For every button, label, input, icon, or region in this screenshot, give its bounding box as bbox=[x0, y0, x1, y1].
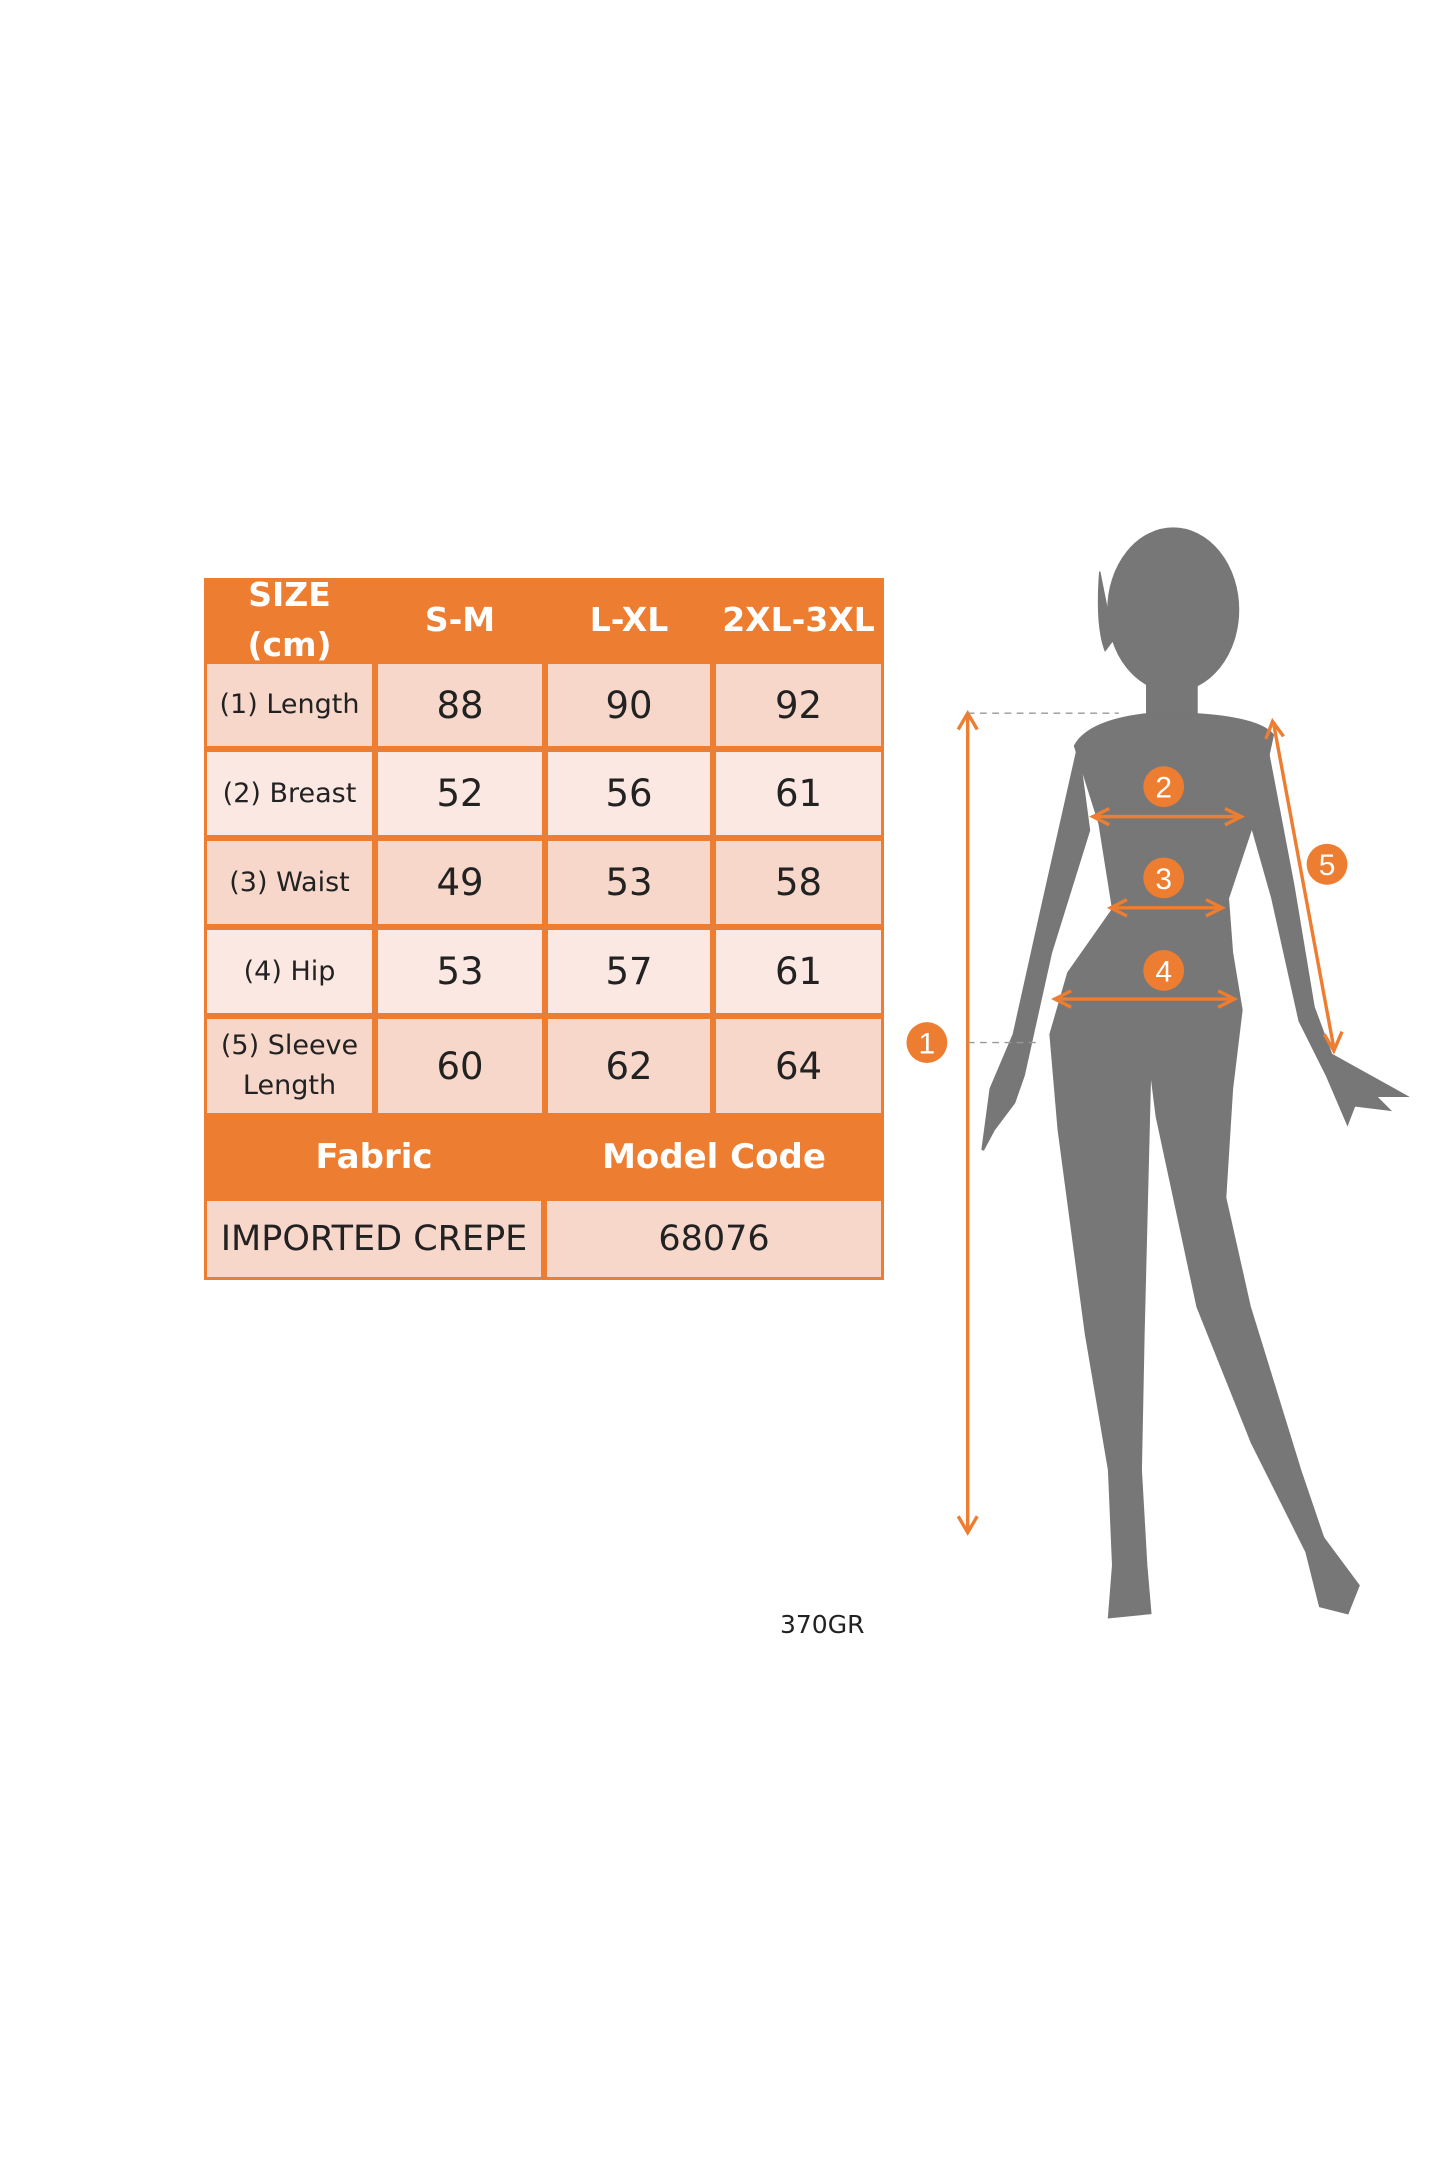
size-value: 56 bbox=[545, 749, 713, 838]
measurement-arrows bbox=[956, 709, 1344, 1536]
guide-lines bbox=[967, 712, 1119, 1044]
row-label: (2) Breast bbox=[204, 749, 375, 838]
size-value: 92 bbox=[713, 661, 884, 749]
row-label: (1) Length bbox=[204, 661, 375, 749]
table-row: (4) Hip 53 57 61 bbox=[204, 927, 884, 1016]
size-value: 58 bbox=[713, 838, 884, 927]
marker-label-3: 3 bbox=[1155, 863, 1172, 896]
table-header-row: SIZE (cm) S-M L-XL 2XL-3XL bbox=[204, 574, 884, 664]
marker-label-2: 2 bbox=[1155, 772, 1172, 805]
size-value: 88 bbox=[375, 661, 545, 749]
size-value: 64 bbox=[713, 1016, 884, 1116]
model-code-value: 68076 bbox=[544, 1198, 884, 1280]
marker-label-1: 1 bbox=[919, 1027, 936, 1060]
model-code-header: Model Code bbox=[602, 1137, 826, 1177]
header-s-m: S-M bbox=[424, 599, 496, 639]
row-label: (3) Waist bbox=[204, 838, 375, 927]
marker-label-5: 5 bbox=[1319, 849, 1336, 882]
info-value-row: IMPORTED CREPE 68076 bbox=[204, 1198, 884, 1280]
info-header-row: Fabric Model Code bbox=[204, 1116, 884, 1198]
size-value: 61 bbox=[713, 749, 884, 838]
size-value: 53 bbox=[375, 927, 545, 1016]
marker-circle-3 bbox=[1143, 857, 1185, 899]
marker-circle-5 bbox=[1306, 843, 1348, 885]
table-row: (1) Length 88 90 92 bbox=[204, 661, 884, 749]
female-silhouette-icon bbox=[981, 527, 1410, 1619]
size-value: 62 bbox=[545, 1016, 713, 1116]
fabric-value: IMPORTED CREPE bbox=[204, 1198, 544, 1280]
marker-circle-4 bbox=[1143, 950, 1185, 991]
row-label: (5) Sleeve Length bbox=[204, 1016, 375, 1116]
size-value: 57 bbox=[545, 927, 713, 1016]
size-value: 49 bbox=[375, 838, 545, 927]
product-code: 370GR bbox=[780, 1610, 865, 1639]
size-value: 52 bbox=[375, 749, 545, 838]
table-row: (5) Sleeve Length 60 62 64 bbox=[204, 1016, 884, 1116]
marker-label-4: 4 bbox=[1155, 955, 1172, 988]
size-value: 60 bbox=[375, 1016, 545, 1116]
header-2xl-3xl: 2XL-3XL bbox=[722, 599, 875, 639]
header-size: SIZE (cm) bbox=[247, 574, 332, 664]
size-chart-table: SIZE (cm) S-M L-XL 2XL-3XL (1) Length 88 9… bbox=[204, 574, 884, 1280]
row-label: (4) Hip bbox=[204, 927, 375, 1016]
size-value: 61 bbox=[713, 927, 884, 1016]
header-l-xl: L-XL bbox=[589, 599, 669, 639]
marker-circle-2 bbox=[1143, 766, 1185, 808]
table-row: (3) Waist 49 53 58 bbox=[204, 838, 884, 927]
table-row: (2) Breast 52 56 61 bbox=[204, 749, 884, 838]
size-value: 90 bbox=[545, 661, 713, 749]
size-value: 53 bbox=[545, 838, 713, 927]
fabric-header: Fabric bbox=[315, 1137, 433, 1177]
marker-circle-1 bbox=[906, 1022, 948, 1063]
